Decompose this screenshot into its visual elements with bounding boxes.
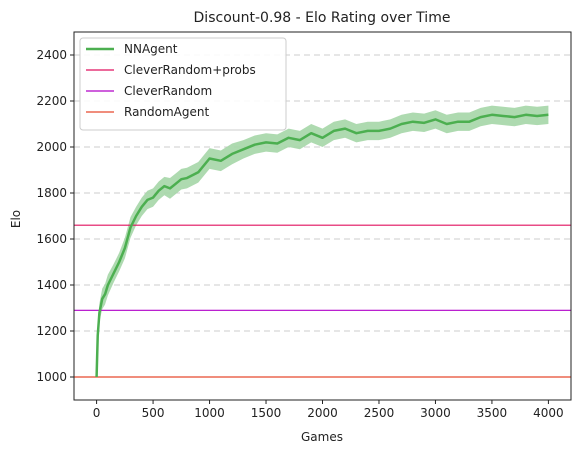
chart-title: Discount-0.98 - Elo Rating over Time <box>194 10 451 26</box>
series-line-layer <box>95 113 549 378</box>
x-tick-label-500: 500 <box>142 406 165 420</box>
y-tick-label-2400: 2400 <box>36 48 67 62</box>
y-tick-label-2000: 2000 <box>36 140 67 154</box>
confidence-band-layer <box>96 105 549 379</box>
x-tick-label-1500: 1500 <box>251 406 282 420</box>
legend-label-2: CleverRandom <box>124 84 212 98</box>
reference-lines-layer <box>74 224 571 378</box>
y-tick-label-1800: 1800 <box>36 186 67 200</box>
legend-label-3: RandomAgent <box>124 105 209 119</box>
x-tick-label-1000: 1000 <box>194 406 225 420</box>
y-tick-label-1400: 1400 <box>36 278 67 292</box>
x-tick-label-3000: 3000 <box>420 406 451 420</box>
x-tick-label-4000: 4000 <box>533 406 564 420</box>
legend-box <box>79 37 287 131</box>
y-tick-label-1200: 1200 <box>36 324 67 338</box>
legend-label-0: NNAgent <box>124 42 178 56</box>
x-axis-label: Games <box>301 430 343 444</box>
x-axis-ticks: 0 500 1000 1500 2000 2500 3000 3500 4000 <box>93 400 564 420</box>
y-axis-label: Elo <box>9 210 23 228</box>
x-tick-label-2500: 2500 <box>364 406 395 420</box>
legend: NNAgent CleverRandom+probs CleverRandom Ran… <box>79 37 287 131</box>
x-tick-label-2000: 2000 <box>307 406 338 420</box>
y-tick-label-2200: 2200 <box>36 94 67 108</box>
y-tick-label-1000: 1000 <box>36 370 67 384</box>
x-tick-label-0: 0 <box>93 406 101 420</box>
series-line-0 <box>95 113 549 378</box>
confidence-band-0 <box>96 105 549 379</box>
x-tick-label-3500: 3500 <box>477 406 508 420</box>
legend-label-1: CleverRandom+probs <box>124 63 256 77</box>
y-tick-label-1600: 1600 <box>36 232 67 246</box>
y-axis-ticks: 1000 1200 1400 1600 1800 2000 2200 2400 <box>36 48 74 384</box>
